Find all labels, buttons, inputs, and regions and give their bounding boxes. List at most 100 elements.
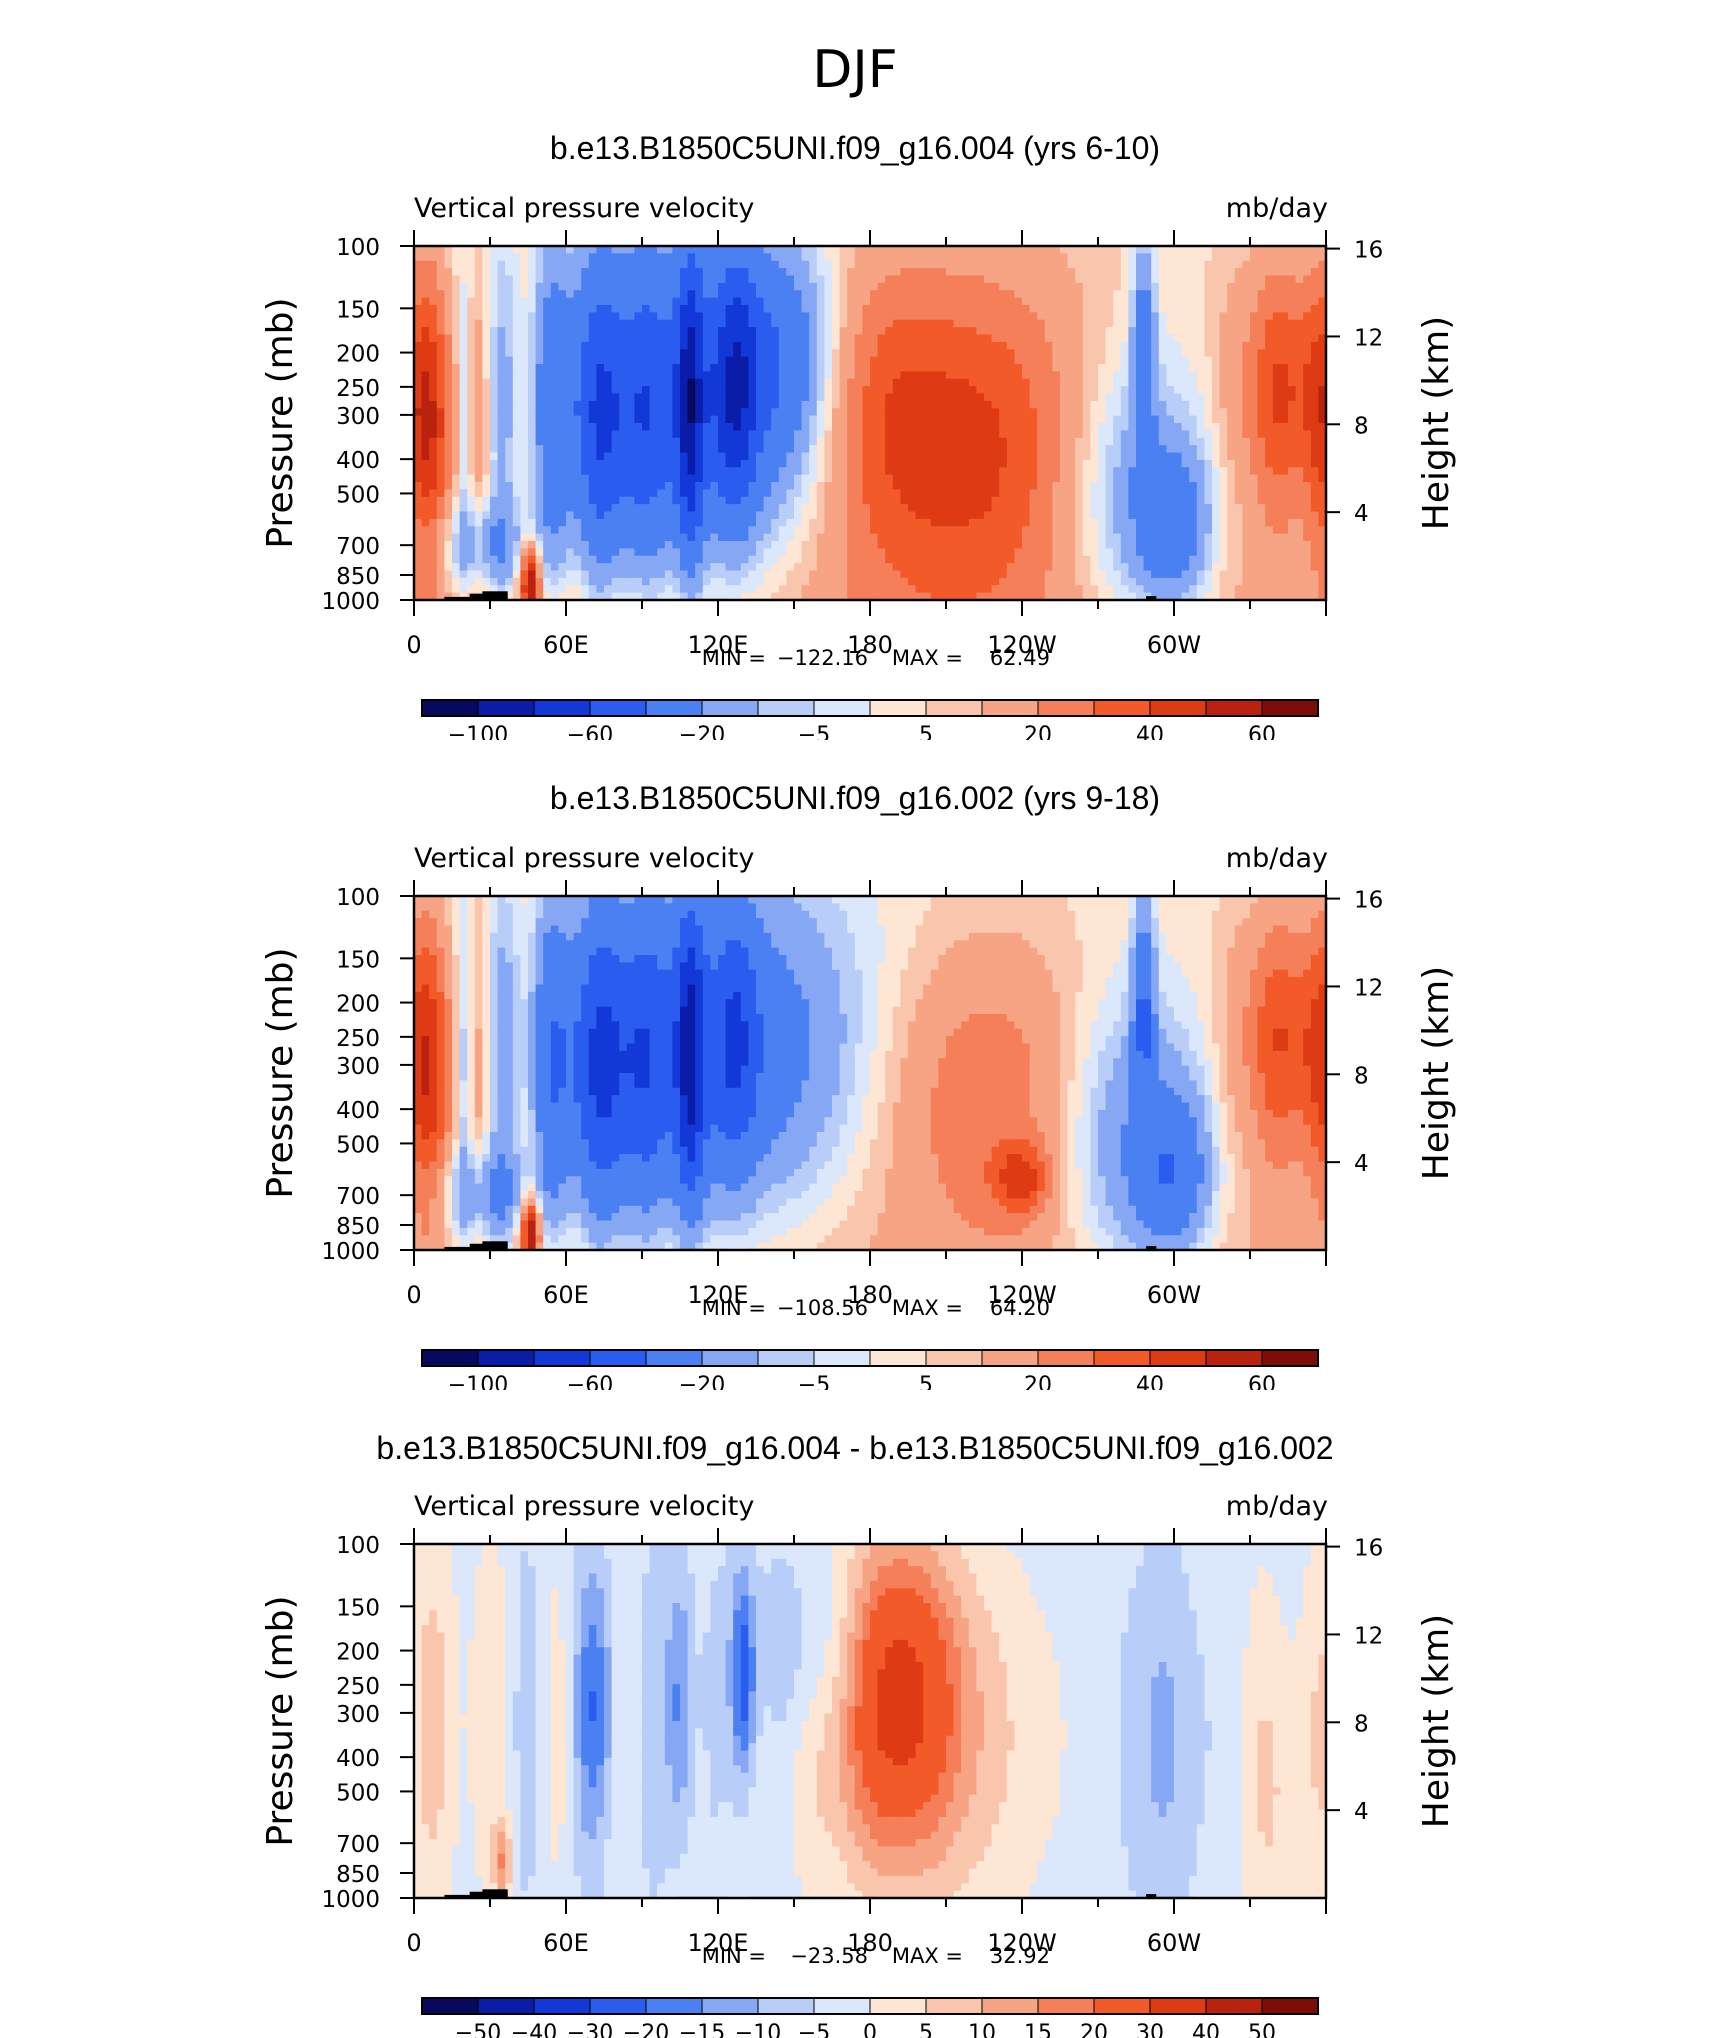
field-cell [1029, 504, 1038, 513]
field-cell [520, 504, 529, 513]
field-cell [1174, 570, 1183, 579]
field-cell [1158, 393, 1167, 402]
field-cell [672, 563, 681, 572]
field-cell [862, 349, 871, 358]
field-cell [976, 268, 985, 277]
field-cell [695, 445, 704, 454]
field-cell [604, 437, 613, 446]
field-cell [839, 393, 848, 402]
field-cell [862, 548, 871, 557]
field-cell [497, 282, 506, 291]
field-cell [1181, 349, 1190, 358]
field-cell [968, 445, 977, 454]
field-cell [702, 386, 711, 395]
field-cell [1166, 393, 1175, 402]
field-cell [642, 408, 651, 417]
field-cell [695, 437, 704, 446]
field-cell [1196, 555, 1205, 564]
field-cell [1022, 504, 1031, 513]
field-cell [1037, 423, 1046, 431]
field-cell [1143, 482, 1152, 490]
field-cell [452, 585, 461, 594]
field-cell [1029, 393, 1038, 402]
field-cell [915, 282, 924, 291]
field-cell [763, 386, 772, 395]
field-cell [429, 260, 438, 269]
field-cell [474, 268, 483, 277]
field-cell [870, 423, 879, 431]
field-cell [490, 282, 499, 291]
field-cell [1052, 526, 1061, 535]
field-cell [672, 282, 681, 291]
field-cell [778, 474, 787, 483]
field-cell [596, 246, 605, 254]
field-cell [900, 408, 909, 417]
field-cell [596, 504, 605, 513]
field-cell [1105, 400, 1114, 409]
field-cell [1181, 504, 1190, 513]
field-cell [497, 496, 506, 505]
field-cell [642, 496, 651, 505]
field-cell [938, 541, 947, 549]
field-cell [1181, 482, 1190, 490]
field-cell [1151, 452, 1160, 461]
field-cell [756, 378, 765, 387]
field-cell [1044, 260, 1053, 269]
field-cell [816, 305, 825, 313]
field-cell [1113, 489, 1122, 498]
field-cell [1082, 415, 1091, 424]
field-cell [991, 297, 1000, 306]
field-cell [604, 518, 613, 527]
field-cell [1098, 459, 1107, 468]
field-cell [847, 526, 856, 535]
field-cell [1120, 327, 1129, 336]
field-cell [847, 577, 856, 586]
field-cell [1014, 415, 1023, 424]
field-cell [436, 563, 445, 572]
field-cell [512, 570, 521, 579]
field-cell [1113, 452, 1122, 461]
field-cell [1029, 349, 1038, 358]
field-cell [930, 378, 939, 387]
field-cell [794, 504, 803, 513]
field-cell [968, 305, 977, 313]
field-cell [1158, 305, 1167, 313]
field-cell [467, 400, 476, 409]
field-cell [566, 408, 575, 417]
field-cell [1113, 511, 1122, 520]
field-cell [1082, 533, 1091, 542]
field-cell [1014, 504, 1023, 513]
field-cell [664, 356, 673, 365]
field-cell [604, 482, 613, 490]
field-cell [930, 474, 939, 483]
field-cell [687, 511, 696, 520]
field-cell [657, 371, 666, 380]
field-cell [786, 482, 795, 490]
field-cell [626, 577, 635, 586]
field-cell [999, 297, 1008, 306]
field-cell [566, 386, 575, 395]
field-cell [946, 489, 955, 498]
field-cell [839, 371, 848, 380]
field-cell [786, 430, 795, 439]
field-cell [1022, 496, 1031, 505]
field-cell [801, 489, 810, 498]
field-cell [452, 386, 461, 395]
field-cell [695, 371, 704, 380]
field-cell [991, 430, 1000, 439]
field-cell [1044, 275, 1053, 284]
field-cell [763, 459, 772, 468]
field-cell [687, 496, 696, 505]
field-cell [991, 467, 1000, 476]
field-cell [854, 319, 863, 328]
field-cell [900, 400, 909, 409]
field-cell [421, 341, 430, 350]
field-cell [1151, 275, 1160, 284]
field-cell [923, 290, 932, 299]
field-cell [1189, 268, 1198, 277]
field-cell [626, 341, 635, 350]
field-cell [1037, 570, 1046, 579]
field-cell [862, 504, 871, 513]
field-cell [680, 275, 689, 284]
field-cell [794, 393, 803, 402]
